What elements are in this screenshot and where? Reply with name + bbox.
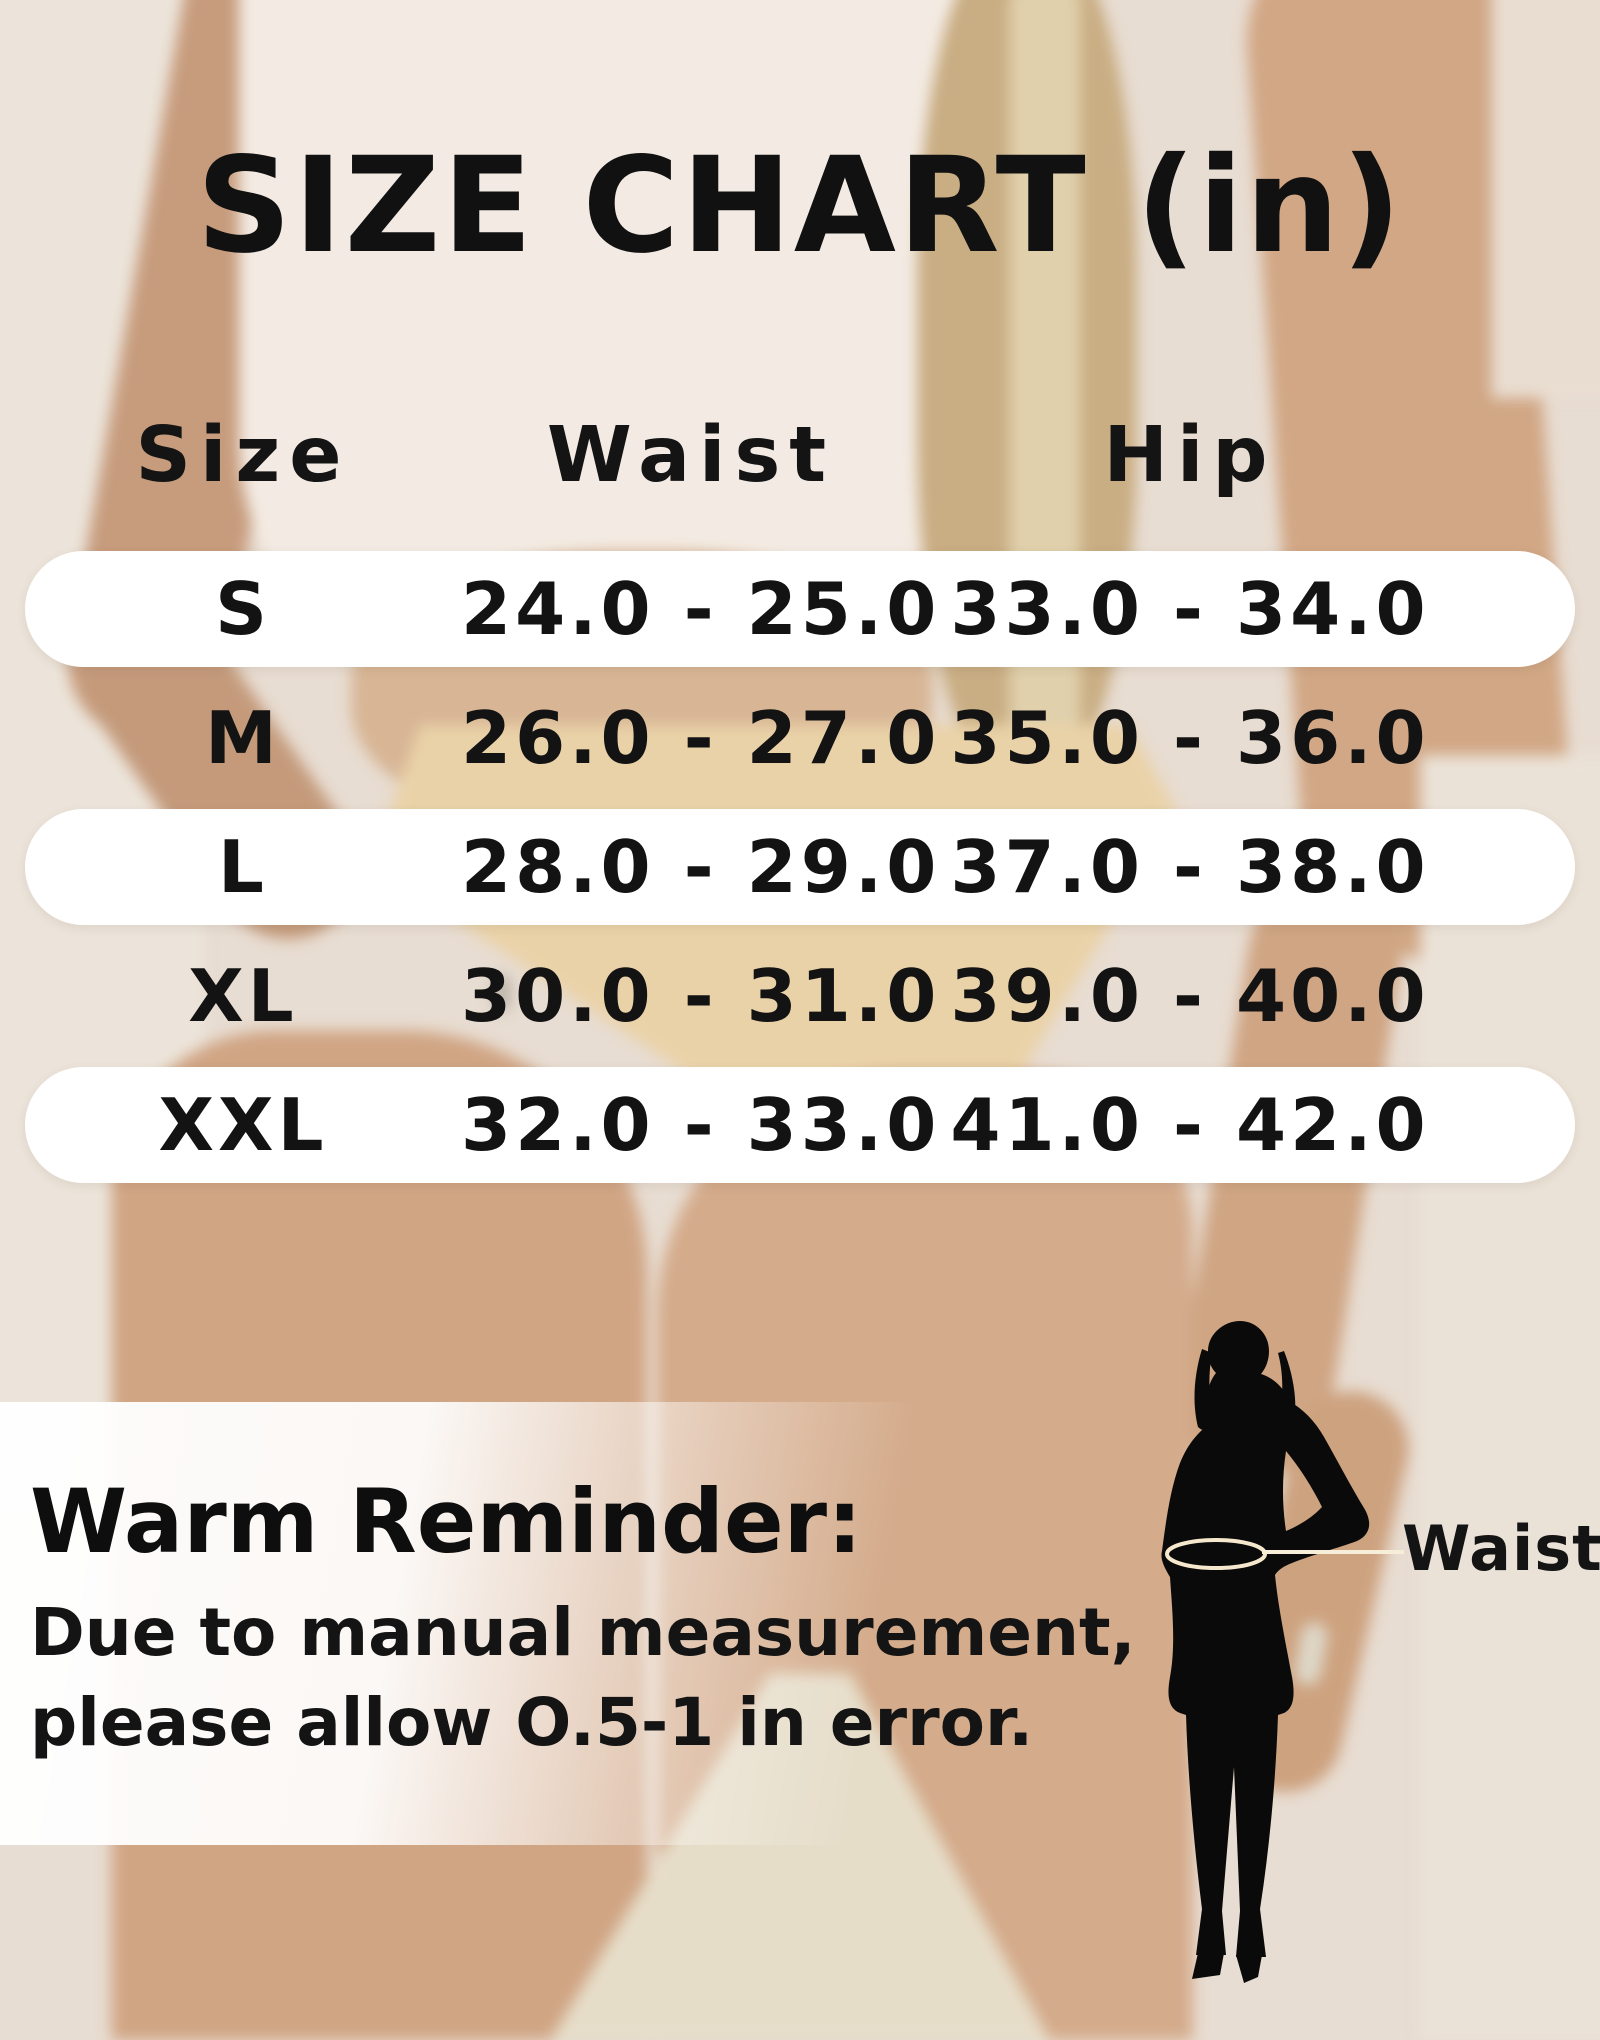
size-cell: XXL [158,1083,328,1167]
photo-navel-charm [494,974,511,1012]
column-header-size: Size [135,410,351,500]
size-cell: L [218,825,268,909]
waist-cell: 28.0 - 29.0 [461,825,941,909]
warm-reminder-heading: Warm Reminder: [30,1470,863,1573]
page-title: SIZE CHART (in) [196,129,1404,283]
woman-silhouette-icon [1161,1321,1370,1983]
waist-tape-icon [1165,1538,1267,1570]
hip-cell: 37.0 - 38.0 [950,825,1430,909]
photo-right-wall-top [1491,0,1600,399]
photo-right-wall [1420,755,1600,2040]
warm-reminder-line1: Due to manual measurement, [30,1594,1136,1671]
table-row-xl: XL 30.0 - 31.0 39.0 - 40.0 [25,938,1575,1054]
hip-cell: 41.0 - 42.0 [950,1083,1430,1167]
warm-reminder-body: Due to manual measurement, please allow … [30,1588,1136,1768]
hip-cell: 39.0 - 40.0 [950,954,1430,1038]
column-header-hip: Hip [1103,410,1277,500]
waist-cell: 26.0 - 27.0 [461,696,941,780]
table-row-s: S 24.0 - 25.0 33.0 - 34.0 [25,551,1575,667]
waist-callout-label: Waist [1402,1512,1600,1585]
warm-reminder-line2: please allow O.5-1 in error. [30,1684,1034,1761]
table-row-l: L 28.0 - 29.0 37.0 - 38.0 [25,809,1575,925]
table-row-xxl: XXL 32.0 - 33.0 41.0 - 42.0 [25,1067,1575,1183]
size-cell: M [205,696,281,780]
size-chart-table: Size Waist Hip S 24.0 - 25.0 33.0 - 34.0… [25,395,1575,1196]
size-cell: XL [188,954,298,1038]
hip-cell: 35.0 - 36.0 [950,696,1430,780]
reminder-fade-panel [0,1402,945,1845]
waist-callout-line [1262,1550,1404,1554]
waist-cell: 30.0 - 31.0 [461,954,941,1038]
table-header-row: Size Waist Hip [25,395,1575,515]
hip-cell: 33.0 - 34.0 [950,567,1430,651]
waist-cell: 24.0 - 25.0 [461,567,941,651]
waist-cell: 32.0 - 33.0 [461,1083,941,1167]
size-cell: S [215,567,271,651]
column-header-waist: Waist [546,410,836,500]
warm-reminder-block: Warm Reminder: Due to manual measurement… [30,1478,1136,1768]
table-row-m: M 26.0 - 27.0 35.0 - 36.0 [25,680,1575,796]
